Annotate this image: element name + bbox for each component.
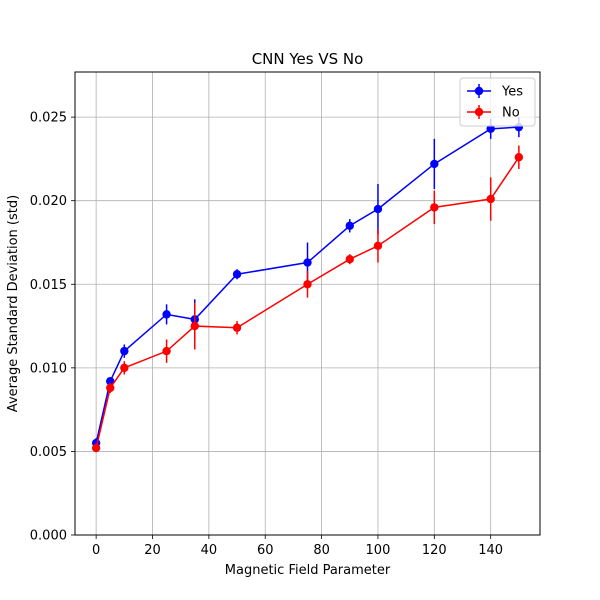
x-tick-label: 100 [366,543,391,558]
x-tick-label: 40 [201,543,218,558]
legend-item-yes: Yes [467,84,523,100]
data-point [190,321,199,331]
data-point [120,363,129,373]
y-axis-label: Average Standard Deviation (std) [6,195,21,412]
x-tick-label: 60 [257,543,274,558]
y-tick-label: 0.000 [30,529,67,544]
data-point [120,346,129,356]
ticks: 0 20 40 60 80 100 120 140 0.000 0.005 0.010 0.015 0.… [30,111,503,558]
data-point [162,310,171,319]
data-point [106,383,115,393]
legend: Yes No [459,77,536,127]
x-tick-label: 120 [422,543,447,558]
data-point [303,258,312,267]
legend-marker [474,107,484,117]
data-point [162,346,171,356]
x-tick-label: 80 [313,543,330,558]
series-line [95,126,519,444]
legend-item-no: No [467,105,520,121]
data-point [486,194,495,204]
data-point [486,124,495,134]
plot-frame [74,71,541,536]
data-point [232,323,242,332]
legend-box [459,77,536,127]
y-tick-label: 0.020 [30,194,67,209]
data-point [430,203,439,212]
series-no [91,145,524,453]
x-axis-label: Magnetic Field Parameter [225,563,391,578]
legend-marker [474,86,484,96]
data-point [106,377,115,386]
data-point [373,241,383,251]
chart-title: CNN Yes VS No [252,50,364,68]
data-point [91,443,101,453]
y-tick-label: 0.010 [30,361,67,376]
y-tick-label: 0.005 [30,445,67,460]
data-point [232,270,242,279]
x-tick-label: 20 [144,543,161,558]
y-tick-label: 0.025 [30,111,67,126]
y-tick-label: 0.015 [30,278,67,293]
data-point [303,280,312,289]
data-point [345,255,354,264]
data-point [430,159,439,169]
data-point [345,221,354,230]
x-tick-label: 140 [478,543,503,558]
x-tick-label: 0 [92,543,100,558]
legend-label: No [502,106,520,121]
legend-label: Yes [501,85,523,100]
data-point [373,204,383,214]
series-layer [91,117,524,453]
data-point [514,153,524,162]
